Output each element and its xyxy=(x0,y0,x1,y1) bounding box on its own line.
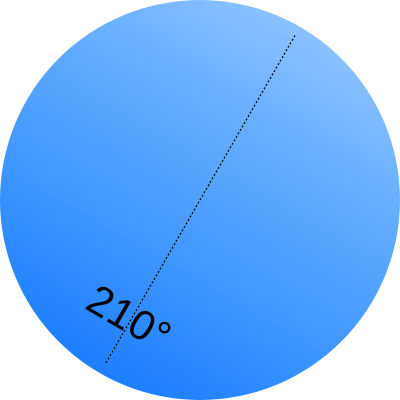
angle-indicator-line[interactable] xyxy=(104,35,296,365)
